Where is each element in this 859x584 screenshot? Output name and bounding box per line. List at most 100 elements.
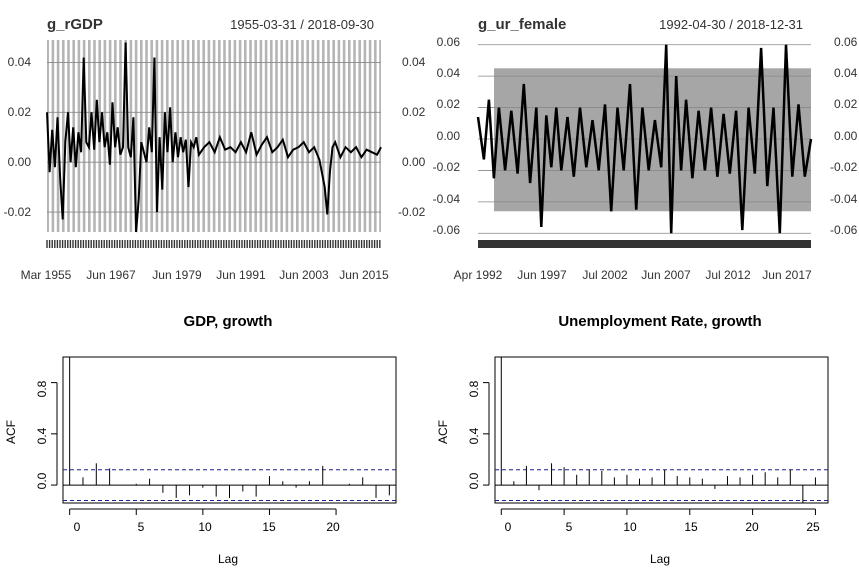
recession-bar-gap — [75, 40, 78, 232]
recession-bar-gap — [366, 40, 369, 232]
y-tick-label: 0.0 — [35, 472, 49, 489]
recession-bar-gap — [168, 40, 172, 232]
recession-bar-gap — [205, 40, 208, 232]
x-axis-label: Lag — [650, 552, 670, 566]
y-axis-label: ACF — [436, 420, 450, 444]
y-tick-label: 0.06 — [834, 35, 858, 49]
chart-title: GDP, growth — [184, 313, 273, 330]
y-tick-label: -0.02 — [433, 160, 461, 174]
recession-bar-gap — [241, 40, 244, 232]
x-tick-label: 10 — [198, 520, 212, 534]
x-tick-label: Jun 2015 — [339, 268, 389, 282]
recession-bar-gap — [371, 40, 374, 232]
y-tick-labels-right: 0.04 0.02 0.00 -0.02 — [398, 55, 426, 219]
x-axis — [500, 508, 816, 515]
x-tick-label: Jun 1967 — [86, 268, 136, 282]
x-tick-labels: Mar 1955 Jun 1967 Jun 1979 Jun 1991 Jun … — [21, 268, 389, 282]
y-tick-label: 0.4 — [467, 427, 481, 444]
recession-bar-gap — [262, 40, 265, 232]
plot-frame — [62, 356, 397, 504]
y-tick-label: 0.8 — [35, 380, 49, 397]
panel-acf-unemployment: Unemployment Rate, growth 0 5 10 15 20 2… — [436, 313, 829, 566]
y-axis — [51, 382, 58, 486]
x-tick-label: 20 — [326, 520, 340, 534]
y-tick-label: 0.00 — [834, 129, 858, 143]
x-axis — [69, 508, 337, 515]
series-line-gdp — [46, 42, 382, 233]
recession-bar-gap — [314, 40, 317, 232]
recession-bar-gap — [54, 40, 57, 232]
recession-bar-gap — [303, 40, 307, 232]
recession-bar-gap — [90, 40, 94, 232]
y-tick-label: -0.02 — [398, 205, 426, 219]
recession-bar-gap — [345, 40, 348, 232]
x-tick-label: Jul 2002 — [582, 268, 628, 282]
y-tick-label: 0.02 — [834, 97, 858, 111]
y-tick-label: 0.06 — [437, 35, 461, 49]
x-tick-label: 10 — [623, 520, 637, 534]
x-tick-label: Jun 2017 — [762, 268, 812, 282]
recession-bar-gap — [246, 40, 250, 232]
recession-bar-gap — [153, 40, 156, 232]
x-tick-label: 0 — [505, 520, 512, 534]
date-range: 1955-03-31 / 2018-09-30 — [230, 17, 374, 32]
recession-bars — [47, 40, 381, 232]
x-tick-label: Mar 1955 — [21, 268, 72, 282]
y-tick-label: 0.02 — [8, 105, 32, 119]
panel-gdp-timeseries: g_rGDP 1955-03-31 / 2018-09-30 0.04 0.02… — [4, 16, 426, 282]
x-tick-label: 15 — [684, 520, 698, 534]
recession-bar-gap — [189, 40, 192, 232]
y-tick-label: -0.02 — [830, 160, 858, 174]
x-tick-label: 15 — [262, 520, 276, 534]
recession-bar-gap — [319, 40, 322, 232]
recession-bar-gap — [95, 40, 99, 232]
chart-title: Unemployment Rate, growth — [558, 313, 761, 330]
recession-bar-gap — [49, 40, 52, 232]
recession-bar-gap — [288, 40, 291, 232]
recession-bar-gap — [199, 40, 203, 232]
recession-bar-gap — [101, 40, 104, 232]
recession-bar-gap — [298, 40, 302, 232]
confidence-lines — [495, 469, 828, 501]
recession-bar-gap — [361, 40, 364, 232]
recession-bar-gap — [184, 40, 187, 232]
x-tick-label: 5 — [566, 520, 573, 534]
y-tick-labels-left: 0.06 0.04 0.02 0.00 -0.02 -0.04 -0.06 — [433, 35, 461, 237]
y-tick-label: 0.00 — [437, 129, 461, 143]
panel-unemployment-timeseries: g_ur_female 1992-04-30 / 2018-12-31 0.06… — [433, 16, 858, 282]
y-tick-label: -0.06 — [433, 223, 461, 237]
recession-bar-gap — [335, 40, 338, 232]
y-tick-label: -0.02 — [4, 205, 32, 219]
recession-bar-gap — [111, 40, 114, 232]
x-tick-label: Apr 1992 — [454, 268, 503, 282]
recession-bar-gap — [231, 40, 234, 232]
x-tick-label: 0 — [74, 520, 81, 534]
y-tick-label: 0.02 — [402, 105, 426, 119]
recession-bar-gap — [59, 40, 62, 232]
x-tick-labels: Apr 1992 Jun 1997 Jul 2002 Jun 2007 Jul … — [454, 268, 812, 282]
y-tick-label: -0.04 — [433, 192, 461, 206]
y-tick-label: 0.04 — [8, 55, 32, 69]
recession-bar-gap — [324, 40, 328, 232]
y-axis — [483, 382, 490, 486]
recession-bar-gap — [267, 40, 270, 232]
y-tick-label: 0.0 — [467, 472, 481, 489]
x-axis-label: Lag — [218, 552, 238, 566]
date-range: 1992-04-30 / 2018-12-31 — [659, 17, 803, 32]
y-tick-label: 0.04 — [437, 66, 461, 80]
recession-bar-gap — [277, 40, 281, 232]
x-tick-label: Jun 1979 — [152, 268, 202, 282]
y-tick-label: -0.06 — [830, 223, 858, 237]
recession-bar-gap — [309, 40, 312, 232]
recession-bar-gap — [179, 40, 182, 232]
recession-bar-gap — [137, 40, 140, 232]
recession-bar-gap — [236, 40, 239, 232]
recession-bar-gap — [257, 40, 260, 232]
x-tick-label: Jun 1991 — [216, 268, 266, 282]
recession-bar-gap — [283, 40, 286, 232]
x-tick-label: Jun 2007 — [641, 268, 691, 282]
y-tick-labels-left: 0.04 0.02 0.00 -0.02 — [4, 55, 32, 219]
recession-bar-gap — [225, 40, 229, 232]
y-tick-label: 0.00 — [8, 155, 32, 169]
